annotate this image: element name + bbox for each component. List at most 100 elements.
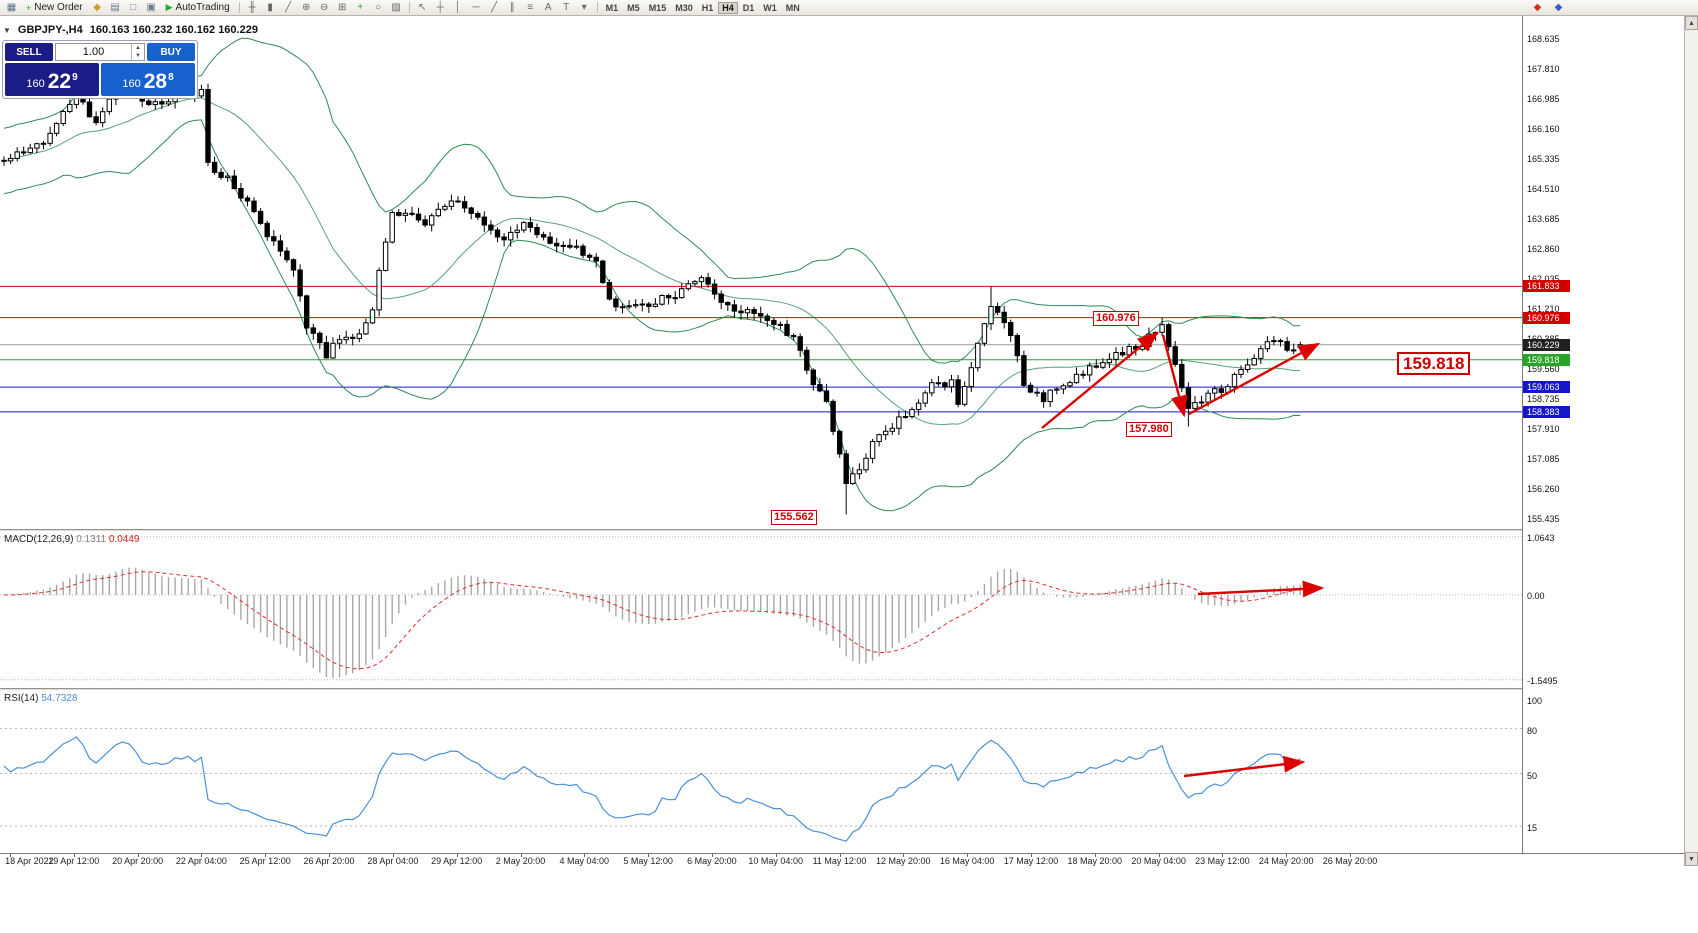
timeframe-D1[interactable]: D1 bbox=[742, 2, 755, 13]
lot-size-input[interactable]: 1.00 ▲ ▼ bbox=[55, 43, 145, 61]
lot-increase-button[interactable]: ▲ bbox=[135, 45, 141, 51]
zoom-in-icon[interactable]: ⊕ bbox=[301, 2, 311, 13]
time-axis-tick bbox=[520, 854, 522, 857]
time-axis-label: 6 May 20:00 bbox=[687, 856, 737, 866]
trendline-icon[interactable]: ╱ bbox=[491, 2, 498, 13]
charts-icon[interactable]: ▤ bbox=[110, 2, 120, 13]
buy-price-prefix: 160 bbox=[122, 78, 141, 90]
autotrading-button[interactable]: ▶ AutoTrading bbox=[165, 2, 230, 13]
timeframe-W1[interactable]: W1 bbox=[763, 2, 777, 13]
lot-decrease-button[interactable]: ▼ bbox=[135, 53, 141, 59]
price-axis-label: 167.810 bbox=[1527, 64, 1560, 75]
time-axis-tick bbox=[137, 854, 139, 857]
time-axis-label: 25 Apr 12:00 bbox=[239, 856, 291, 866]
time-axis-label: 16 May 04:00 bbox=[939, 856, 995, 866]
sell-button[interactable]: SELL bbox=[5, 43, 53, 61]
time-axis-label: 12 May 20:00 bbox=[876, 856, 931, 866]
scroll-up-button[interactable]: ▲ bbox=[1685, 16, 1698, 30]
timeframe-H4[interactable]: H4 bbox=[718, 1, 738, 14]
periods-icon[interactable]: ○ bbox=[375, 2, 382, 13]
vertical-line-icon[interactable]: │ bbox=[455, 2, 462, 13]
timeframe-M1[interactable]: M1 bbox=[605, 2, 619, 13]
zoom-out-icon[interactable]: ⊖ bbox=[319, 2, 329, 13]
price-axis-label: 162.860 bbox=[1527, 244, 1560, 255]
panel-separator[interactable] bbox=[0, 529, 1698, 532]
price-axis-label: 161.210 bbox=[1527, 304, 1560, 315]
sell-price-prefix: 160 bbox=[26, 78, 45, 90]
time-axis-tick bbox=[1094, 854, 1096, 857]
chart-window-icon[interactable]: ▦ bbox=[6, 2, 17, 13]
tile-windows-icon[interactable]: ⊞ bbox=[337, 2, 347, 13]
metaeditor-icon[interactable]: ◆ bbox=[93, 2, 101, 13]
cursor-icon[interactable]: ↖ bbox=[417, 2, 427, 13]
line-chart-icon[interactable]: ╱ bbox=[285, 2, 292, 13]
time-axis-label: 24 May 20:00 bbox=[1258, 856, 1314, 866]
macd-panel: MACD(12,26,9) 0.1311 0.0449 bbox=[0, 532, 1522, 688]
strategy-tester-icon[interactable]: ▣ bbox=[146, 2, 156, 13]
price-axis[interactable]: 168.635 167.810 166.985 166.160 165.335 164.5… bbox=[1522, 16, 1684, 853]
rsi-value: 54.7328 bbox=[41, 693, 78, 704]
price-chart-canvas[interactable] bbox=[0, 16, 1522, 529]
time-axis-label: 2 May 20:00 bbox=[495, 856, 546, 866]
timeframe-H1[interactable]: H1 bbox=[701, 2, 714, 13]
crosshair-icon[interactable]: ┼ bbox=[436, 2, 444, 13]
timeframe-M15[interactable]: M15 bbox=[648, 2, 667, 13]
rsi-label: RSI(14) 54.7328 bbox=[4, 693, 77, 704]
price-annotation-label[interactable]: 159.818 bbox=[1397, 352, 1471, 375]
price-tag: 160.229 bbox=[1523, 338, 1570, 351]
macd-axis-label: 0.00 bbox=[1527, 590, 1545, 601]
timeframe-M30[interactable]: M30 bbox=[675, 2, 693, 13]
time-axis-tick bbox=[1031, 854, 1032, 857]
market-watch-icon[interactable]: □ bbox=[130, 2, 137, 13]
rsi-title: RSI(14) bbox=[4, 693, 39, 704]
sell-price-button[interactable]: 160 22 9 bbox=[5, 63, 99, 96]
time-axis-tick bbox=[1350, 854, 1351, 857]
toolbar-separator bbox=[408, 2, 410, 13]
price-annotation-label[interactable]: 157.980 bbox=[1126, 422, 1172, 437]
bar-chart-icon[interactable]: ╫ bbox=[248, 2, 256, 13]
new-order-button[interactable]: + New Order bbox=[26, 2, 83, 13]
community-icon[interactable]: ◆ bbox=[1554, 2, 1563, 13]
time-axis-label: 11 May 12:00 bbox=[812, 856, 867, 866]
time-axis-tick bbox=[584, 854, 586, 857]
buy-price-button[interactable]: 160 28 8 bbox=[101, 63, 195, 96]
label-icon[interactable]: T bbox=[563, 2, 570, 13]
channel-icon[interactable]: ∥ bbox=[509, 2, 515, 13]
time-axis-tick bbox=[201, 854, 203, 857]
price-tag: 159.818 bbox=[1523, 353, 1570, 366]
sell-price-pip-digit: 9 bbox=[72, 72, 78, 83]
horizontal-line-icon[interactable]: ─ bbox=[472, 2, 480, 13]
macd-axis-label: -1.5495 bbox=[1527, 675, 1558, 686]
macd-axis-label: 1.0643 bbox=[1527, 532, 1555, 543]
rsi-axis-label: 15 bbox=[1527, 823, 1538, 833]
shapes-icon[interactable]: ▾ bbox=[581, 2, 587, 13]
timeframe-M5[interactable]: M5 bbox=[627, 2, 640, 13]
timeframe-MN[interactable]: MN bbox=[785, 2, 800, 13]
news-icon[interactable]: ◆ bbox=[1533, 2, 1542, 13]
price-chart-panel: ▼ GBPJPY-,H4 160.163 160.232 160.162 160… bbox=[0, 16, 1522, 529]
sell-price-pips: 22 bbox=[47, 70, 72, 93]
candlestick-chart-icon[interactable]: ▮ bbox=[267, 2, 273, 13]
one-click-collapse-toggle[interactable]: ▼ bbox=[3, 25, 11, 35]
panel-separator[interactable] bbox=[0, 688, 1698, 691]
rsi-canvas[interactable] bbox=[0, 691, 1522, 853]
fibonacci-icon[interactable]: ≡ bbox=[527, 2, 534, 13]
price-annotation-label[interactable]: 160.976 bbox=[1093, 311, 1139, 326]
scrollbar-track[interactable] bbox=[1685, 30, 1698, 852]
price-axis-label: 158.735 bbox=[1527, 394, 1560, 405]
templates-icon[interactable]: ▨ bbox=[391, 2, 401, 13]
time-axis-tick bbox=[1222, 854, 1224, 857]
vertical-scrollbar[interactable]: ▲ ▼ bbox=[1684, 16, 1698, 866]
price-annotation-label[interactable]: 155.562 bbox=[771, 510, 817, 525]
time-axis-label: 10 May 04:00 bbox=[748, 856, 803, 866]
price-axis-label: 166.160 bbox=[1527, 124, 1560, 135]
buy-button[interactable]: BUY bbox=[147, 43, 195, 61]
ohlc-readout: 160.163 160.232 160.162 160.229 bbox=[89, 24, 258, 36]
time-axis-tick bbox=[329, 854, 330, 857]
indicators-icon[interactable]: + bbox=[357, 2, 364, 13]
text-icon[interactable]: A bbox=[544, 2, 552, 13]
time-axis-label: 17 May 12:00 bbox=[1003, 856, 1059, 866]
time-axis[interactable]: 18 Apr 2022 19 Apr 12:00 20 Apr 20:00 22 Ap… bbox=[0, 853, 1698, 867]
macd-canvas[interactable] bbox=[0, 532, 1522, 688]
scroll-down-button[interactable]: ▼ bbox=[1685, 852, 1698, 866]
